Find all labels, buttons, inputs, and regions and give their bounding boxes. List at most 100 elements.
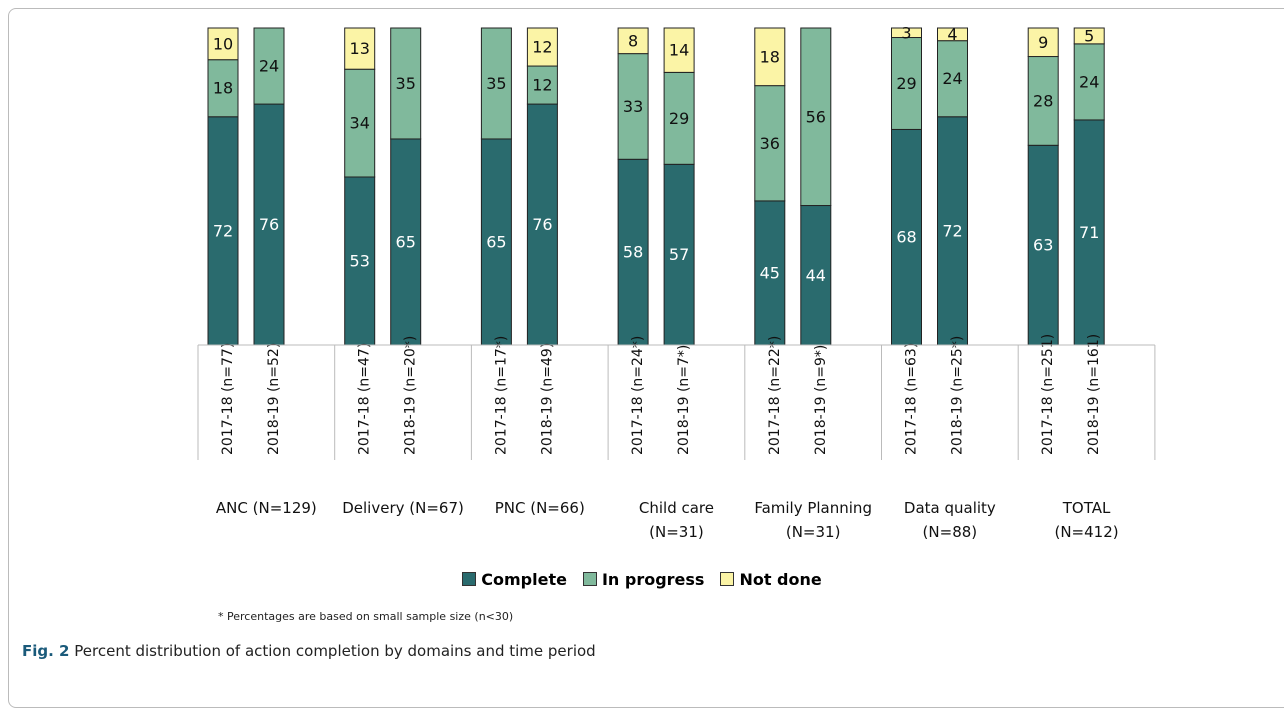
bar-segment [1027, 27, 1059, 58]
value-label: 35 [486, 74, 506, 93]
value-label: 3 [901, 23, 911, 42]
x-tick-label: 2017-18 (n=63) [904, 343, 920, 455]
value-label: 63 [1033, 236, 1053, 255]
value-label: 34 [350, 114, 370, 133]
x-tick-label: 2018-19 (n=52) [266, 343, 282, 455]
x-tick-label: 2017-18 (n=22*) [767, 336, 783, 455]
x-tick-label: 2017-18 (n=77) [220, 343, 236, 455]
bar-segment [937, 27, 968, 42]
value-label: 29 [669, 109, 689, 128]
value-label: 12 [532, 76, 552, 95]
bar-segment [800, 205, 832, 346]
bar-segment [344, 68, 376, 178]
legend-swatch [462, 572, 477, 586]
value-label: 14 [669, 41, 689, 60]
bar-segment [800, 27, 832, 207]
value-label: 24 [259, 57, 279, 76]
group-label: ANC (N=129) [215, 499, 317, 517]
bar-segment [207, 59, 239, 118]
value-label: 24 [942, 69, 962, 88]
bar-segment [253, 27, 285, 105]
value-label: 76 [532, 215, 552, 234]
value-label: 18 [760, 47, 780, 66]
caption-label: Fig. 2 [22, 642, 70, 660]
caption-text: Percent distribution of action completio… [74, 642, 596, 660]
bar-segment [344, 176, 376, 346]
legend-label: Not done [739, 570, 822, 589]
legend-swatch [720, 572, 735, 586]
bar-segment [344, 27, 376, 70]
value-label: 65 [486, 232, 506, 251]
value-label: 35 [396, 74, 416, 93]
value-label: 5 [1084, 26, 1094, 45]
legend-label: In progress [601, 570, 705, 589]
bar-segment [937, 116, 968, 346]
bar-segment [754, 27, 786, 87]
value-label: 44 [806, 266, 826, 285]
bar-segment [1027, 144, 1059, 346]
value-label: 13 [350, 39, 370, 58]
group-label: Family Planning (N=31) [754, 499, 872, 541]
page: {"chart_data": {"type": "bar", "stacked"… [0, 8, 1284, 708]
legend-item: Not done [720, 570, 822, 589]
group-label: Data quality (N=88) [903, 499, 996, 541]
bar-segment [891, 128, 922, 346]
value-label: 58 [623, 243, 643, 262]
value-label: 53 [350, 251, 370, 270]
bar-segment [526, 103, 558, 346]
x-tick-label: 2018-19 (n=161) [1086, 334, 1102, 455]
value-label: 28 [1033, 91, 1053, 110]
x-tick-label: 2017-18 (n=251) [1040, 334, 1056, 455]
x-tick-label: 2017-18 (n=17*) [493, 336, 509, 455]
value-label: 71 [1079, 223, 1099, 242]
bar-segment [480, 138, 512, 346]
value-label: 29 [896, 74, 916, 93]
legend: Complete In progress Not done [0, 570, 1284, 589]
value-label: 76 [259, 215, 279, 234]
bar-segment [891, 27, 922, 39]
footnote: * Percentages are based on small sample … [218, 610, 514, 623]
value-label: 72 [213, 221, 233, 240]
value-label: 8 [628, 31, 638, 50]
bar-segment [1073, 27, 1105, 45]
value-label: 18 [213, 79, 233, 98]
bar-segment [207, 27, 239, 61]
bar-segment [390, 138, 422, 346]
x-tick-label: 2018-19 (n=49) [539, 343, 555, 455]
group-label: TOTAL (N=412) [1054, 499, 1119, 541]
value-label: 68 [896, 228, 916, 247]
value-label: 72 [942, 221, 962, 240]
bar-segment [390, 27, 422, 140]
legend-label: Complete [481, 570, 567, 589]
value-label: 4 [947, 25, 957, 44]
bar-segment [754, 85, 786, 202]
value-label: 56 [806, 107, 826, 126]
value-label: 10 [213, 34, 233, 53]
group-label: Delivery (N=67) [342, 499, 464, 517]
bar-segment [480, 27, 512, 140]
value-label: 24 [1079, 72, 1099, 91]
bar-segment [937, 40, 968, 118]
bar-segment [526, 27, 558, 67]
x-tick-label: 2018-19 (n=9*) [813, 345, 829, 455]
x-tick-label: 2018-19 (n=25*) [950, 336, 966, 455]
x-tick-label: 2017-18 (n=24*) [630, 336, 646, 455]
bar-segment [526, 65, 558, 105]
group-label: Child care (N=31) [638, 499, 714, 541]
value-label: 12 [532, 38, 552, 57]
value-label: 33 [623, 97, 643, 116]
bar-segment [663, 27, 695, 73]
legend-item: In progress [582, 570, 705, 589]
bar-segment [754, 200, 786, 346]
value-label: 65 [396, 232, 416, 251]
group-label: PNC (N=66) [494, 499, 585, 517]
value-label: 9 [1038, 33, 1048, 52]
value-label: 36 [760, 134, 780, 153]
x-tick-label: 2018-19 (n=20*) [403, 336, 419, 455]
caption: Fig. 2 Percent distribution of action co… [22, 642, 596, 660]
bar-segment [1073, 43, 1105, 121]
bar-segment [617, 158, 649, 346]
bar-segment [617, 27, 649, 55]
legend-swatch [582, 572, 597, 586]
